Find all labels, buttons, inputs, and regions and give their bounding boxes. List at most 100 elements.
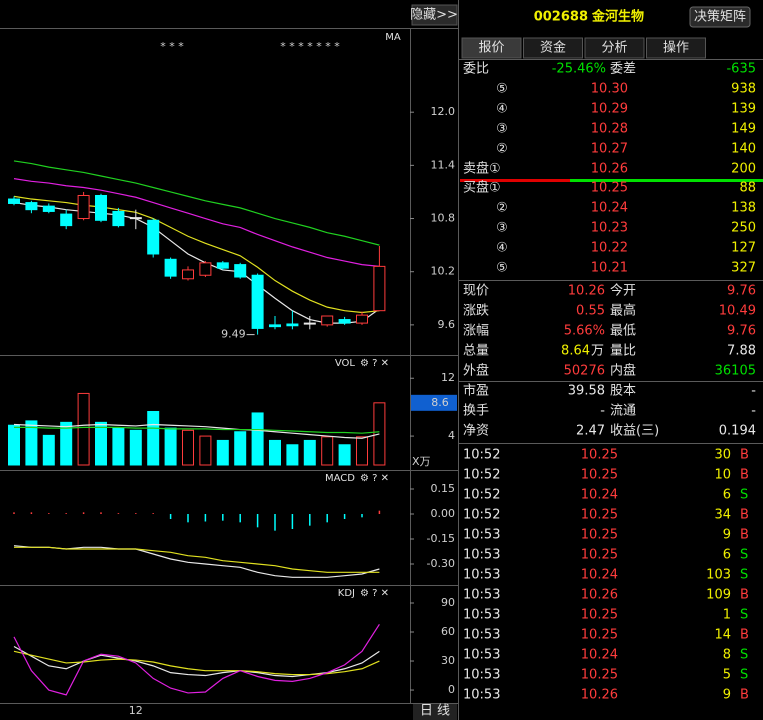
candle-body [199,262,212,276]
trade-time: 10:52 [463,508,500,523]
volume-bar [303,439,316,466]
quote-value: 7.88 [727,344,756,359]
order-price: 10.22 [591,241,628,256]
quote-value: 0.55 [576,304,605,319]
period-button[interactable] [413,704,457,720]
current-volume: 8.6 [431,396,449,409]
tab-label[interactable]: 资金 [540,40,566,56]
quote-label: 股本 [610,384,636,399]
period-button-label[interactable]: 日 线 [420,704,450,719]
tab[interactable] [584,37,645,59]
matrix-button[interactable] [689,6,751,28]
quote-value: 9.76 [727,324,756,339]
trade-price: 10.25 [581,668,618,683]
volume-bar [164,427,177,466]
quote-value: 10.49 [719,304,756,319]
volume-bar [199,435,212,466]
trade-price: 10.25 [581,468,618,483]
indicator-label: MA [385,32,401,43]
trade-time: 10:53 [463,568,500,583]
order-volume: 88 [739,181,756,196]
order-level: ③ [496,221,508,236]
volume-bar [95,421,107,466]
quote-label: 现价 [463,284,489,299]
trade-time: 10:52 [463,448,500,463]
trade-side: B [740,508,749,523]
trade-volume: 6 [723,548,731,563]
current-volume-box [411,394,457,411]
tab-label[interactable]: 分析 [601,41,627,56]
quote-label: 最高 [610,303,636,319]
order-volume: 200 [731,162,756,177]
y-tick-label: 10.2 [431,265,456,278]
tab-label[interactable]: 操作 [663,40,689,56]
candle-body [42,205,55,212]
trade-side: B [740,688,749,703]
trade-side: S [740,548,748,563]
order-level: ④ [496,102,508,117]
volume-bar [129,429,142,466]
quote-label: 市盈 [463,383,489,399]
quote-value: 9.76 [727,284,756,299]
order-price: 10.30 [591,82,628,97]
trade-time: 10:53 [463,548,500,563]
trade-time: 10:53 [463,528,500,543]
quote-label: 量比 [610,344,636,359]
y-tick-label: 9.6 [438,318,456,331]
quote-value: 39.58 [568,384,605,399]
y-tick-label: 10.8 [431,212,456,225]
order-level: ③ [496,122,508,137]
stock-name: 金河生物 [591,9,644,25]
quote-label: 今开 [610,283,636,299]
trade-volume: 8 [723,648,731,663]
trade-volume: 9 [723,688,731,703]
y-tick-label: -0.15 [427,532,455,545]
trade-side: S [740,668,748,683]
trade-price: 10.25 [581,528,618,543]
order-price: 10.28 [591,122,628,137]
quote-label: 涨跌 [463,303,489,319]
hide-button[interactable] [411,4,458,26]
tab[interactable] [461,37,522,59]
tab[interactable] [646,37,706,59]
matrix-button-label[interactable]: 决策矩阵 [694,9,746,25]
candle-body [95,194,107,221]
order-volume: 149 [731,122,756,137]
trade-price: 10.25 [581,448,618,463]
quote-label: 最低 [610,324,636,339]
stars: * * * * * * * [280,40,340,53]
indicator-line [13,195,380,314]
indicator-line [14,426,380,434]
quote-value: 2.47 [576,424,605,439]
trade-time: 10:53 [463,688,500,703]
candle-body [182,269,194,280]
trade-price: 10.25 [581,508,618,523]
tab-label[interactable]: 报价 [478,41,504,56]
candle-body [303,322,316,325]
order-price: 10.24 [591,201,628,216]
volume-bar [112,427,125,466]
trade-price: 10.25 [581,608,618,623]
quote-value: - [600,404,605,419]
hide-button-label[interactable]: 隐藏>> [410,8,458,23]
volume-bar [338,444,351,466]
y-tick-label: 11.4 [431,158,456,171]
candle-body [234,264,247,278]
panel-icons: ⚙ ? ✕ [360,358,389,369]
y-tick-label: 12 [441,371,455,384]
trade-price: 10.25 [581,628,618,643]
tab[interactable] [523,37,583,59]
candle-body [147,219,160,255]
trade-volume: 30 [714,448,731,463]
order-volume: 139 [731,102,756,117]
trade-time: 10:52 [463,488,500,503]
trade-side: B [740,468,749,483]
y-tick-label: 12.0 [431,105,456,118]
candle-body [269,324,281,328]
quote-label: 流通 [610,404,636,419]
trade-time: 10:53 [463,668,500,683]
trade-price: 10.26 [581,688,618,703]
indicator-line [13,545,380,578]
